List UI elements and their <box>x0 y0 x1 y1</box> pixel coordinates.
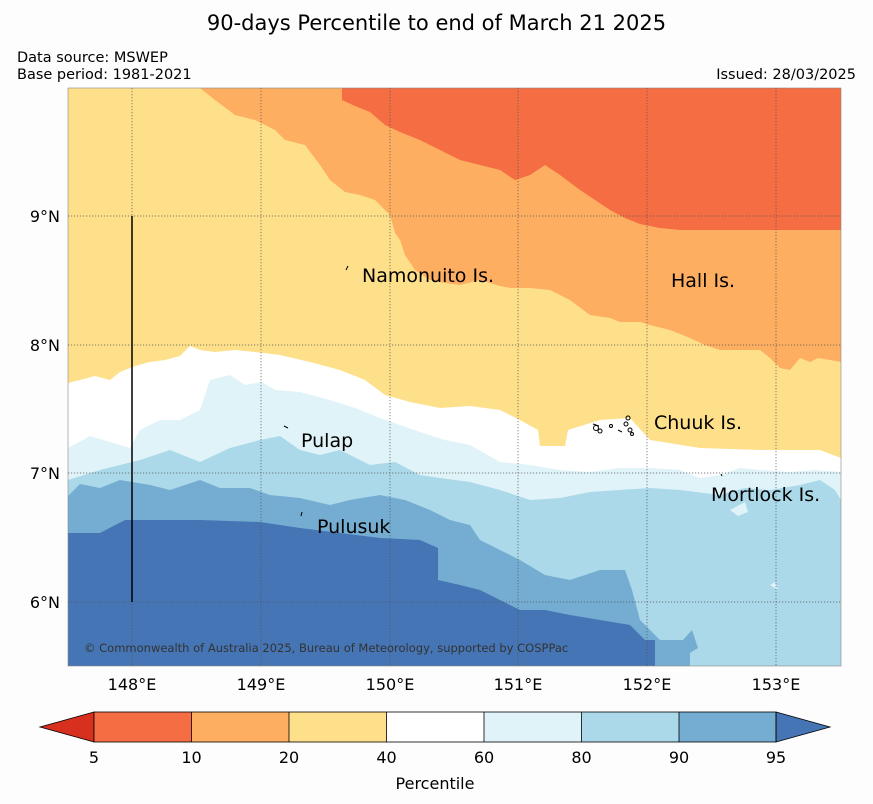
lon-tick: 153°E <box>752 675 801 694</box>
colorbar-cell <box>191 712 289 742</box>
place-label: Chuuk Is. <box>654 412 742 434</box>
lon-tick: 148°E <box>108 675 157 694</box>
copyright-notice: © Commonwealth of Australia 2025, Bureau… <box>84 641 568 655</box>
pulap-coast <box>283 425 289 429</box>
map-frame <box>67 87 842 667</box>
chuuk-islands-coast <box>592 415 634 436</box>
colorbar-tick: 20 <box>279 748 299 767</box>
band-above-95 <box>68 520 655 666</box>
band-20-40-patch <box>340 244 362 258</box>
place-label: Pulusuk <box>317 516 390 538</box>
colorbar-cell <box>484 712 582 742</box>
place-label: Mortlock Is. <box>711 484 820 506</box>
place-label: Hall Is. <box>671 270 735 292</box>
place-label: Namonuito Is. <box>362 265 494 287</box>
lon-tick: 152°E <box>623 675 672 694</box>
band-60-80-patch <box>730 502 748 516</box>
colorbar: 5 10 20 40 60 80 90 95 Percentile <box>38 711 832 793</box>
pulusuk-coast <box>300 511 303 517</box>
band-90-95-patch <box>608 594 624 612</box>
coastlines <box>283 265 723 517</box>
colorbar-tick: 90 <box>669 748 689 767</box>
band-90-95-patch <box>683 630 698 654</box>
lon-tick: 151°E <box>494 675 543 694</box>
colorbar-tick: 60 <box>474 748 494 767</box>
colorbar-cell <box>581 712 679 742</box>
percentile-map <box>68 88 841 666</box>
data-source: Data source: MSWEP <box>17 50 168 66</box>
colorbar-tick: 80 <box>571 748 591 767</box>
lon-tick: 149°E <box>237 675 286 694</box>
colorbar-tick: 5 <box>89 748 99 767</box>
colorbar-cell <box>289 712 387 742</box>
place-label: Pulap <box>301 430 353 452</box>
lat-tick: 8°N <box>30 336 60 355</box>
lat-tick: 6°N <box>30 593 60 612</box>
issued-date: Issued: 28/03/2025 <box>716 67 856 83</box>
colorbar-max-extend <box>775 711 832 743</box>
band-20-40-patch <box>305 222 328 252</box>
colorbar-tick: 10 <box>181 748 201 767</box>
colorbar-label: Percentile <box>396 774 475 793</box>
map-title: 90-days Percentile to end of March 21 20… <box>206 11 667 35</box>
lat-tick: 7°N <box>30 464 60 483</box>
lat-tick: 9°N <box>30 207 60 226</box>
colorbar-tick: 95 <box>766 748 786 767</box>
colorbar-cell <box>679 712 776 742</box>
mortlock-coast <box>720 473 723 477</box>
colorbar-tick: 40 <box>376 748 396 767</box>
band-60-80-patch <box>770 582 778 590</box>
latitude-labels: 9°N 8°N 7°N 6°N <box>30 207 60 612</box>
namonuito-coast <box>345 265 349 271</box>
colorbar-cell <box>386 712 484 742</box>
colorbar-cell <box>94 712 192 742</box>
colorbar-min-extend <box>38 711 95 743</box>
lon-tick: 150°E <box>366 675 415 694</box>
band-5-10 <box>342 88 841 230</box>
base-period: Base period: 1981-2021 <box>17 67 192 83</box>
longitude-labels: 148°E 149°E 150°E 151°E 152°E 153°E <box>108 675 801 694</box>
